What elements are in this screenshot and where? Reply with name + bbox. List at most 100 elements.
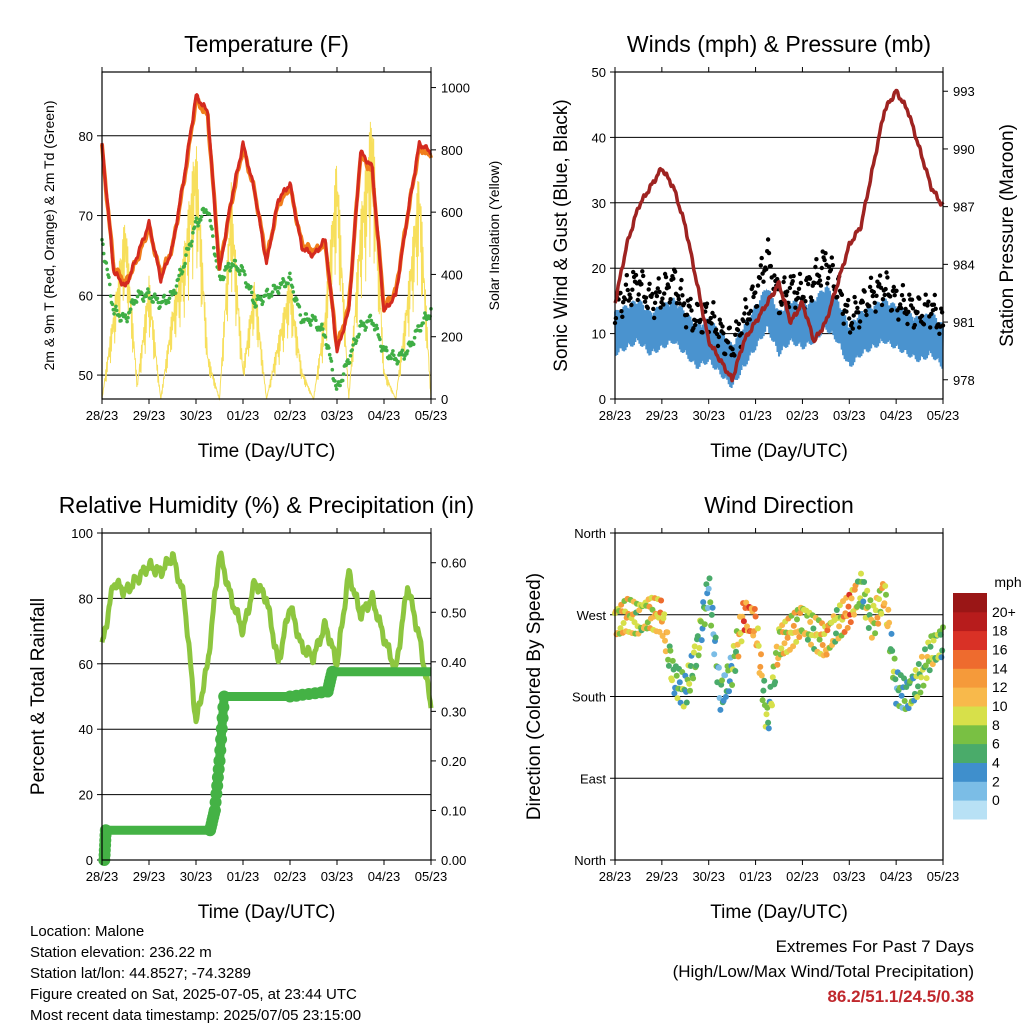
gust-point: [744, 321, 750, 326]
gust-point: [646, 287, 651, 292]
winds-y-tick-label: 10: [592, 327, 606, 342]
dewpoint-point: [180, 270, 185, 274]
gust-point: [754, 304, 760, 309]
direction-point: [617, 625, 624, 632]
direction-point: [927, 643, 934, 650]
humidity-x-tick-label: 29/23: [133, 869, 166, 884]
direction-point: [889, 647, 896, 654]
direction-point: [917, 689, 924, 696]
direction-point: [864, 587, 871, 594]
dewpoint-point: [155, 296, 160, 301]
direction-point: [658, 597, 665, 604]
direction-point: [669, 657, 676, 664]
direction-point: [754, 625, 761, 632]
gust-point: [704, 301, 710, 306]
direction-point: [929, 661, 936, 668]
dewpoint-point: [184, 253, 188, 257]
gust-point: [765, 237, 771, 242]
direction-point: [760, 687, 767, 694]
dewpoint-point: [405, 351, 409, 356]
gust-point: [641, 273, 646, 279]
dewpoint-point: [132, 302, 136, 306]
gust-point: [840, 311, 845, 316]
colorbar-swatch: [953, 800, 987, 820]
dewpoint-point: [357, 332, 361, 337]
direction-point: [744, 623, 750, 630]
dewpoint-point-group: [100, 206, 433, 391]
temperature-chart-title: Temperature (F): [184, 31, 349, 57]
gust-point: [723, 351, 728, 357]
gust-point: [652, 315, 657, 321]
gust-point: [835, 294, 840, 300]
gust-point: [921, 322, 927, 327]
gust-point: [628, 295, 633, 301]
gust-point: [855, 305, 860, 311]
dewpoint-point: [378, 337, 382, 342]
direction-point: [920, 682, 927, 689]
winds-x-axis-label: Time (Day/UTC): [710, 441, 848, 462]
direction-point: [709, 604, 716, 611]
gust-point: [830, 263, 835, 268]
colorbar-swatch: [953, 611, 987, 632]
gust-point: [879, 302, 885, 308]
dewpoint-point: [329, 359, 334, 363]
temperature-x-tick-label: 28/23: [86, 408, 119, 423]
humidity-y2-tick-label: 0.60: [441, 556, 466, 571]
direction-point: [807, 619, 814, 625]
dewpoint-point: [288, 277, 293, 282]
humidity-y2-tick-label: 0.20: [441, 754, 466, 769]
gust-point: [652, 300, 658, 305]
gust-point: [915, 310, 920, 315]
temperature-x-tick-label: 30/23: [180, 408, 213, 423]
temperature-y2-tick-label: 1000: [441, 81, 470, 96]
colorbar-label: 20+: [992, 604, 1016, 620]
gust-point: [791, 273, 796, 279]
gust-point: [812, 280, 817, 286]
direction-point: [752, 613, 759, 620]
direction-point: [703, 581, 710, 588]
gust-point: [619, 309, 624, 314]
gust-point: [668, 297, 673, 302]
direction-point: [674, 695, 681, 702]
gust-point: [683, 325, 689, 330]
dewpoint-point: [369, 318, 374, 323]
dewpoint-point: [391, 349, 395, 353]
gust-point: [678, 286, 683, 291]
gust-point: [759, 255, 764, 261]
dewpoint-point: [126, 315, 130, 320]
precip-point: [218, 690, 231, 703]
gust-point: [730, 347, 735, 352]
dewpoint-point: [392, 353, 396, 358]
gust-point: [758, 263, 763, 268]
extremes-box: Extremes For Past 7 Days (High/Low/Max W…: [673, 934, 974, 1009]
gust-point: [860, 299, 865, 305]
location-text: Location: Malone: [30, 923, 145, 940]
winds-chart-title: Winds (mph) & Pressure (mb): [627, 31, 931, 57]
direction-point: [698, 637, 705, 644]
gust-point: [727, 325, 732, 330]
direction-point: [769, 702, 775, 709]
direction-point: [823, 651, 830, 658]
elevation-text: Station elevation: 236.22 m: [30, 944, 212, 961]
humidity-y-tick-label: 60: [79, 657, 93, 672]
dewpoint-point: [194, 216, 199, 220]
direction-point: [694, 633, 701, 640]
direction-point: [886, 619, 893, 626]
temperature-x-tick-label: 04/23: [368, 408, 401, 423]
temperature-x-tick-label: 03/23: [321, 408, 354, 423]
gust-point: [721, 331, 726, 336]
direction-point: [915, 661, 922, 667]
gust-point: [688, 296, 693, 302]
gust-point: [712, 314, 717, 319]
direction-point: [686, 680, 693, 687]
humidity-y2-tick-label: 0.10: [441, 803, 466, 818]
direction-point: [804, 636, 811, 643]
gust-point: [772, 273, 777, 278]
gust-point: [888, 294, 893, 299]
dewpoint-point: [149, 296, 154, 300]
gust-point: [917, 296, 922, 301]
created-text: Figure created on Sat, 2025-07-05, at 23…: [30, 986, 357, 1003]
direction-point: [732, 668, 739, 674]
dewpoint-point: [250, 290, 254, 295]
